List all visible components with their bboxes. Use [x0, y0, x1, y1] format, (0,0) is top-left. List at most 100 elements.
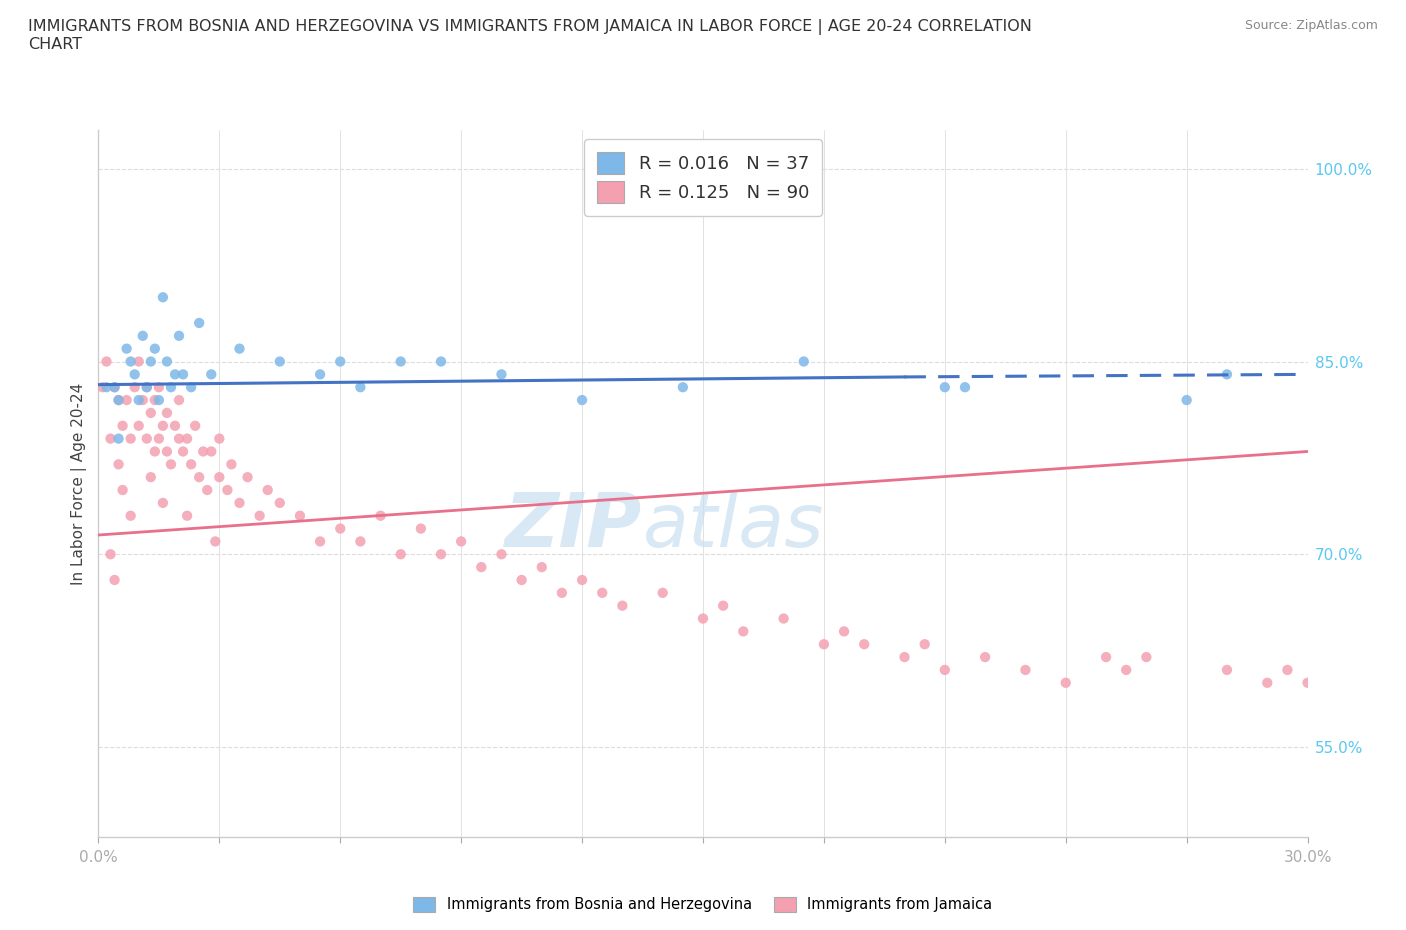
Point: [115, 392, 138, 407]
Y-axis label: In Labor Force | Age 20-24: In Labor Force | Age 20-24: [72, 382, 87, 585]
Point: [135, 432, 157, 446]
Point: [139, 405, 162, 420]
Point: [249, 509, 271, 524]
Point: [430, 354, 453, 369]
Point: [195, 483, 218, 498]
Point: [470, 560, 492, 575]
Point: [1135, 650, 1157, 665]
Point: [107, 432, 129, 446]
Point: [934, 379, 956, 394]
Point: [672, 379, 695, 394]
Point: [172, 367, 194, 382]
Point: [914, 637, 936, 652]
Point: [132, 392, 155, 407]
Point: [329, 354, 352, 369]
Point: [103, 379, 125, 394]
Point: [115, 341, 138, 356]
Point: [1216, 662, 1239, 677]
Point: [1256, 675, 1278, 690]
Text: IMMIGRANTS FROM BOSNIA AND HERZEGOVINA VS IMMIGRANTS FROM JAMAICA IN LABOR FORCE: IMMIGRANTS FROM BOSNIA AND HERZEGOVINA V…: [28, 19, 1032, 52]
Point: [1296, 675, 1319, 690]
Point: [163, 367, 186, 382]
Point: [172, 444, 194, 458]
Point: [430, 547, 453, 562]
Point: [711, 598, 734, 613]
Point: [530, 560, 553, 575]
Point: [100, 432, 122, 446]
Point: [1115, 662, 1137, 677]
Point: [135, 379, 157, 394]
Point: [120, 432, 142, 446]
Point: [329, 521, 352, 536]
Point: [934, 662, 956, 677]
Point: [349, 379, 371, 394]
Point: [1014, 662, 1036, 677]
Point: [176, 509, 198, 524]
Point: [571, 392, 593, 407]
Point: [200, 444, 222, 458]
Point: [793, 354, 815, 369]
Point: [853, 637, 876, 652]
Point: [193, 444, 215, 458]
Point: [692, 611, 714, 626]
Point: [128, 354, 150, 369]
Point: [208, 432, 231, 446]
Point: [176, 432, 198, 446]
Point: [180, 457, 202, 472]
Point: [100, 547, 122, 562]
Point: [124, 367, 146, 382]
Point: [139, 354, 162, 369]
Point: [236, 470, 259, 485]
Point: [96, 354, 118, 369]
Point: [200, 367, 222, 382]
Point: [160, 457, 183, 472]
Point: [120, 354, 142, 369]
Point: [1277, 662, 1299, 677]
Point: [96, 379, 118, 394]
Point: [180, 379, 202, 394]
Point: [491, 547, 513, 562]
Point: [156, 354, 179, 369]
Point: [389, 547, 412, 562]
Point: [370, 509, 392, 524]
Text: ZIP: ZIP: [505, 489, 643, 563]
Point: [163, 418, 186, 433]
Point: [160, 379, 183, 394]
Point: [167, 328, 190, 343]
Point: [148, 379, 170, 394]
Point: [1175, 392, 1198, 407]
Point: [152, 496, 174, 511]
Point: [152, 290, 174, 305]
Point: [188, 315, 211, 330]
Point: [120, 509, 142, 524]
Point: [288, 509, 311, 524]
Point: [128, 392, 150, 407]
Point: [409, 521, 432, 536]
Point: [221, 457, 243, 472]
Point: [111, 418, 134, 433]
Point: [269, 496, 291, 511]
Point: [1095, 650, 1118, 665]
Point: [135, 379, 157, 394]
Point: [349, 534, 371, 549]
Point: [156, 405, 179, 420]
Point: [1054, 675, 1077, 690]
Point: [228, 341, 250, 356]
Point: [167, 392, 190, 407]
Point: [143, 444, 166, 458]
Point: [893, 650, 915, 665]
Point: [107, 457, 129, 472]
Point: [772, 611, 794, 626]
Point: [389, 354, 412, 369]
Point: [612, 598, 634, 613]
Point: [152, 418, 174, 433]
Point: [167, 432, 190, 446]
Point: [208, 470, 231, 485]
Point: [953, 379, 976, 394]
Point: [148, 392, 170, 407]
Point: [188, 470, 211, 485]
Point: [813, 637, 835, 652]
Point: [571, 573, 593, 588]
Point: [591, 585, 613, 600]
Point: [733, 624, 755, 639]
